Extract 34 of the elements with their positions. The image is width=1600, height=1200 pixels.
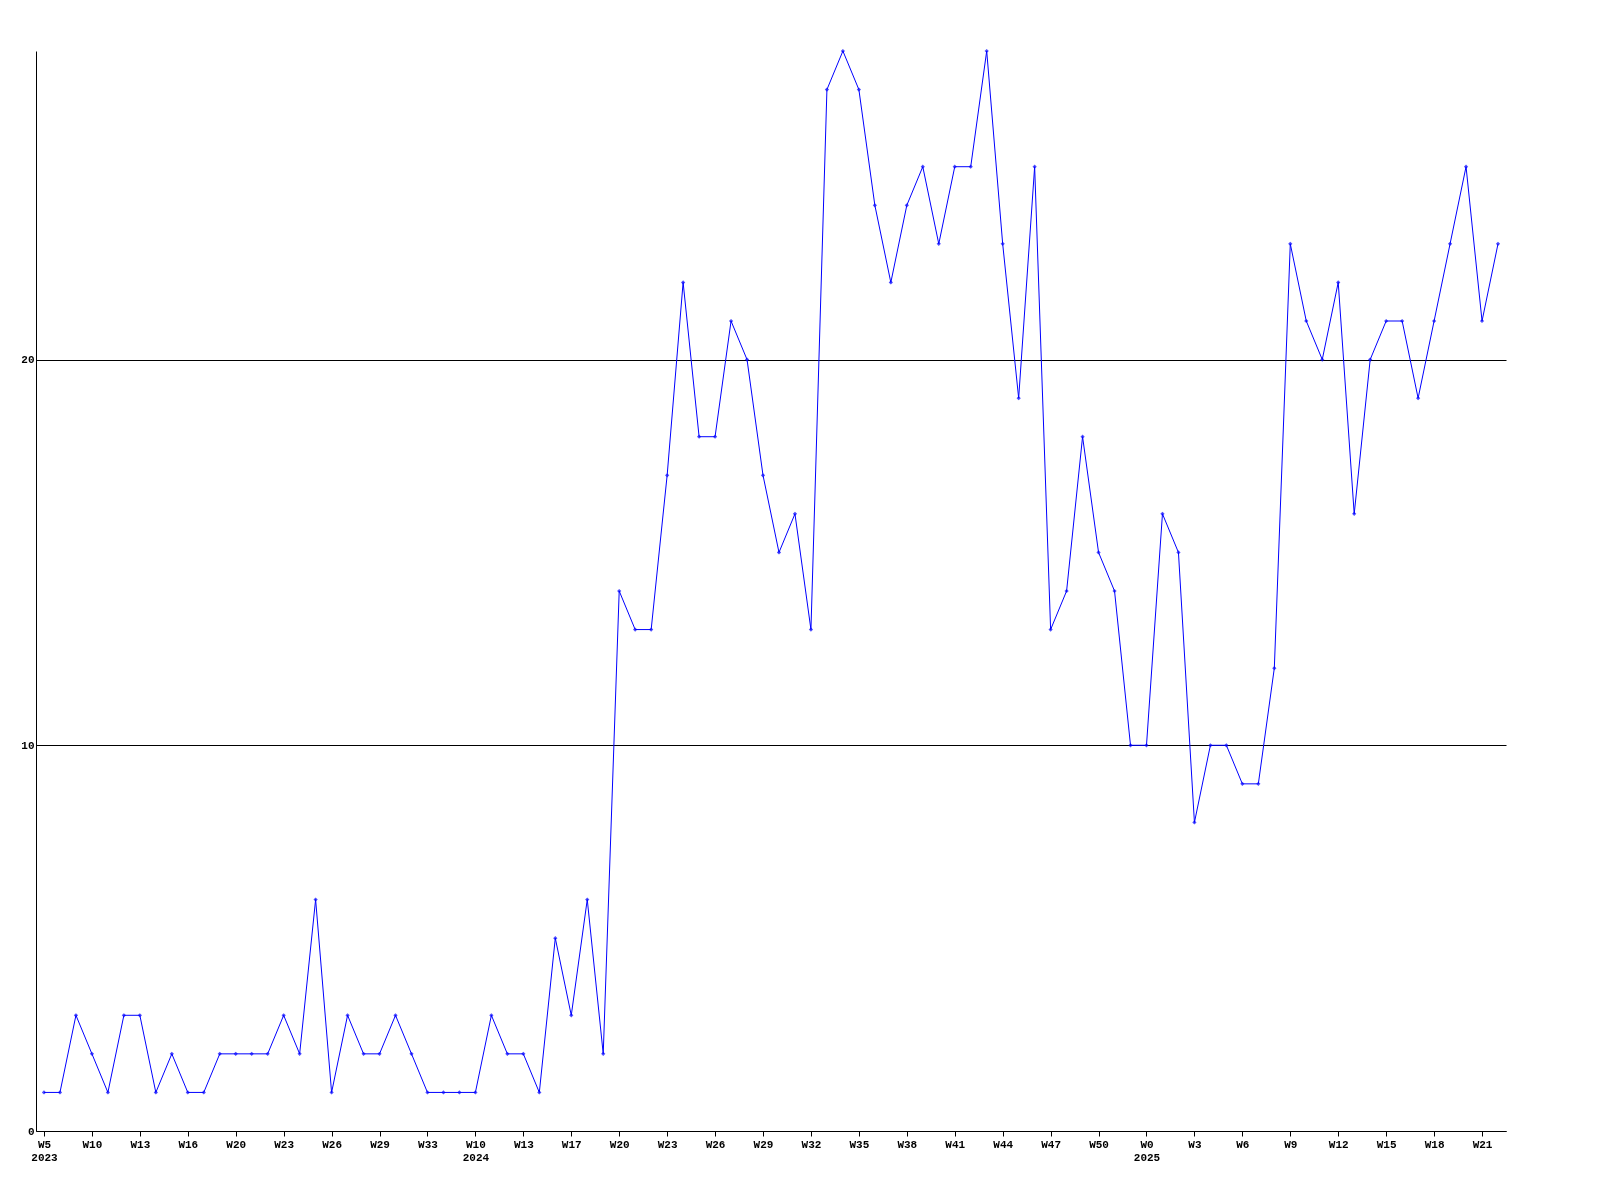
x-tick-label: W10 <box>82 1138 103 1151</box>
x-tick-label: W13 <box>513 1138 535 1151</box>
x-tick-label: W23 <box>657 1138 678 1151</box>
x-tick-label: W26 <box>705 1138 726 1151</box>
x-tick-label: W20 <box>226 1138 247 1151</box>
y-tick-label: 10 <box>21 739 35 752</box>
x-tick-label: W33 <box>418 1138 439 1151</box>
x-tick-label: W44 <box>993 1138 1014 1151</box>
x-tick-label: W0 2025 <box>1133 1138 1161 1164</box>
x-tick-label: W32 <box>801 1138 822 1151</box>
x-tick-label: W16 <box>178 1138 199 1151</box>
x-tick-label: W47 <box>1041 1138 1062 1151</box>
x-tick-label: W10 2024 <box>462 1138 490 1164</box>
x-tick-label: W13 <box>130 1138 151 1151</box>
y-tick-label: 20 <box>21 354 35 367</box>
x-tick-label: W6 <box>1236 1138 1250 1151</box>
x-tick-label: W41 <box>945 1138 966 1151</box>
x-tick-label: W12 <box>1328 1138 1349 1151</box>
x-tick-label: W38 <box>897 1138 918 1151</box>
x-tick-label: W17 <box>561 1138 582 1151</box>
x-tick-label: W9 <box>1284 1138 1298 1151</box>
x-tick-label: W18 <box>1424 1138 1445 1151</box>
x-tick-label: W50 <box>1089 1138 1109 1151</box>
x-tick-label: W29 <box>370 1138 390 1151</box>
x-tick-label: W29 <box>753 1138 774 1151</box>
y-tick-label: 0 <box>27 1125 35 1138</box>
x-tick-label: W35 <box>849 1138 870 1151</box>
x-tick-label: W26 <box>322 1138 342 1151</box>
x-tick-label: W23 <box>274 1138 295 1151</box>
x-tick-label: W5 2023 <box>31 1138 59 1164</box>
x-tick-label: W15 <box>1376 1138 1397 1151</box>
x-tick-label: W21 <box>1472 1138 1493 1151</box>
x-tick-label: W20 <box>609 1138 630 1151</box>
x-tick-label: W3 <box>1188 1138 1202 1151</box>
